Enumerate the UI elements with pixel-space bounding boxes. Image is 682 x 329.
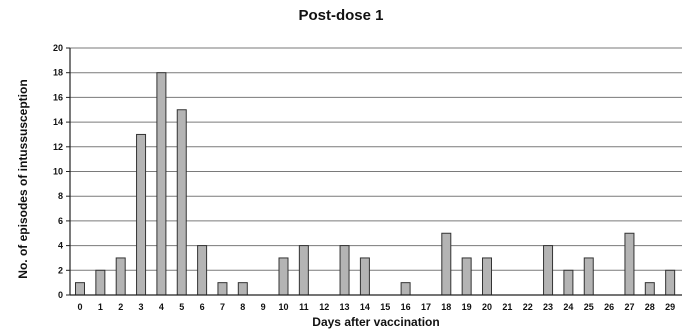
y-axis-ticks: 0 2 4 6 8 10 12 14 16 18 20 [53,43,70,300]
x-tick-label: 7 [220,302,225,312]
bar-day-0 [75,282,85,296]
x-tick-label: 6 [200,302,205,312]
bar-day-7 [217,282,228,296]
bar-day-8 [237,282,248,296]
x-tick-label: 13 [340,302,350,312]
y-tick-label: 4 [58,241,63,251]
axes [69,48,682,296]
bar-day-16 [400,282,411,296]
y-tick-label: 6 [58,216,63,226]
bar-day-28 [644,282,655,296]
x-tick-label: 15 [380,302,390,312]
x-axis-ticks: 0 1 2 3 4 5 6 7 8 9 10 11 12 13 14 15 16 17 18 19 20 21 22 23 24… [77,302,675,312]
x-tick-label: 20 [482,302,492,312]
x-tick-label: 2 [118,302,123,312]
y-tick-label: 12 [53,142,63,152]
x-tick-label: 16 [401,302,411,312]
x-tick-label: 21 [502,302,512,312]
y-tick-label: 0 [58,290,63,300]
bar-day-6 [197,245,208,296]
x-axis-label: Days after vaccination [312,315,440,329]
y-tick-label: 10 [53,167,63,177]
x-tick-label: 10 [278,302,288,312]
x-tick-label: 12 [319,302,329,312]
bar-day-18 [441,232,452,296]
x-tick-label: 9 [261,302,266,312]
x-tick-label: 4 [159,302,164,312]
x-tick-label: 29 [665,302,675,312]
bar-day-20 [482,257,492,296]
y-tick-label: 20 [53,43,63,53]
bar-day-2 [115,257,126,296]
gridlines [70,47,682,271]
x-tick-label: 8 [240,302,245,312]
x-tick-label: 19 [462,302,472,312]
x-tick-label: 1 [98,302,103,312]
x-tick-label: 27 [624,302,634,312]
chart-title: Post-dose 1 [298,7,384,24]
y-tick-label: 18 [53,68,63,78]
bar-day-5 [176,109,187,296]
x-tick-label: 26 [604,302,614,312]
bar-day-14 [359,257,370,296]
bar-day-25 [583,257,594,296]
x-tick-label: 24 [563,302,573,312]
bar-day-23 [543,245,554,296]
y-tick-label: 8 [58,191,63,201]
bar-day-11 [298,245,309,296]
x-tick-label: 17 [421,302,431,312]
y-tick-label: 14 [53,117,63,127]
bar-day-3 [136,133,147,296]
x-tick-label: 11 [299,302,309,312]
x-tick-label: 23 [543,302,553,312]
bar-day-19 [461,257,472,296]
y-tick-label: 16 [53,92,63,102]
x-tick-label: 25 [584,302,594,312]
x-tick-label: 14 [360,302,370,312]
bar-day-24 [563,269,574,296]
x-tick-label: 0 [77,302,82,312]
bar-day-1 [95,269,106,296]
x-tick-label: 22 [523,302,533,312]
bar-day-29 [665,269,676,296]
bar-day-10 [278,257,289,296]
x-tick-label: 28 [645,302,655,312]
x-tick-label: 18 [441,302,451,312]
y-tick-label: 2 [58,265,63,275]
bars [75,72,676,296]
x-tick-label: 5 [179,302,184,312]
bar-day-13 [339,245,350,296]
bar-day-27 [624,232,635,296]
x-tick-label: 3 [139,302,144,312]
bar-day-4 [156,72,167,296]
